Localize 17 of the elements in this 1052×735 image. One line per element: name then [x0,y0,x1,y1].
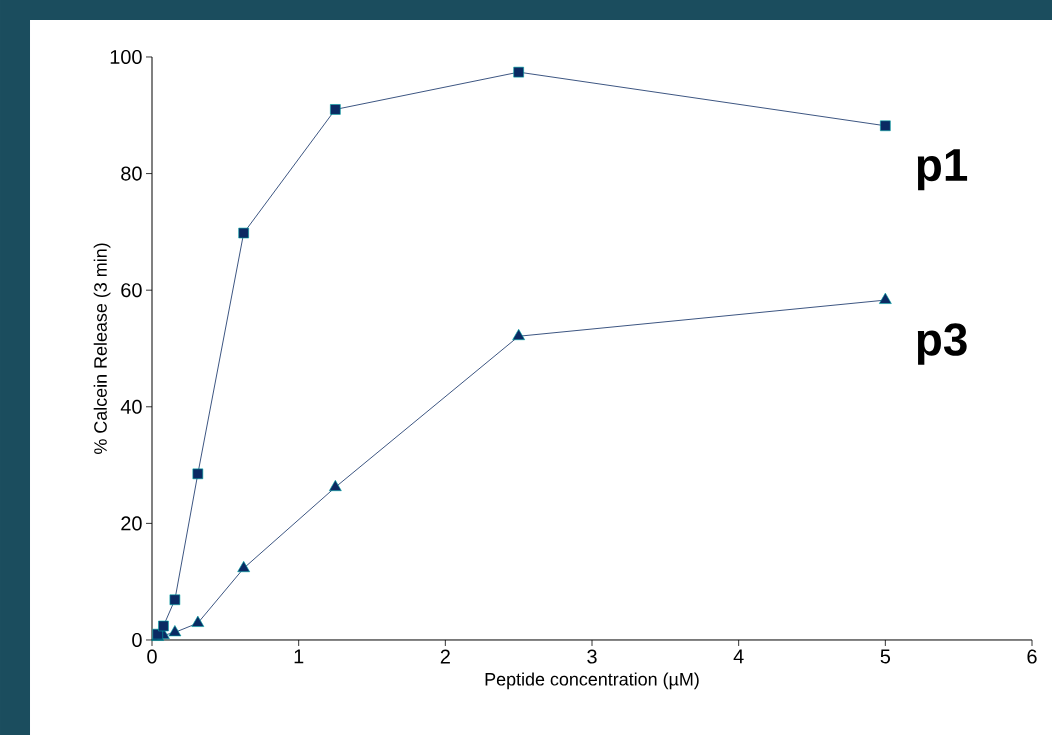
x-tick-label: 2 [440,649,450,664]
y-tick-label: 0 [132,632,142,648]
x-tick-label: 0 [147,649,157,664]
series-label: p1 [917,149,968,191]
y-tick-label: 100 [110,49,142,65]
series-label: p3 [917,323,967,365]
x-tick-label: 4 [733,649,744,664]
x-tick-label: 3 [587,649,597,664]
x-axis-title: Peptide concentration (µM) [485,672,699,690]
x-tick-label: 6 [1027,649,1037,664]
x-tick-label: 1 [294,649,304,664]
y-tick-label: 20 [121,516,142,531]
y-tick-label: 60 [121,283,142,298]
y-tick-label: 40 [120,399,142,414]
y-tick-label: 80 [121,166,142,181]
x-tick-label: 5 [880,649,891,664]
y-axis-title: % Calcein Release (3 min) [93,243,111,454]
